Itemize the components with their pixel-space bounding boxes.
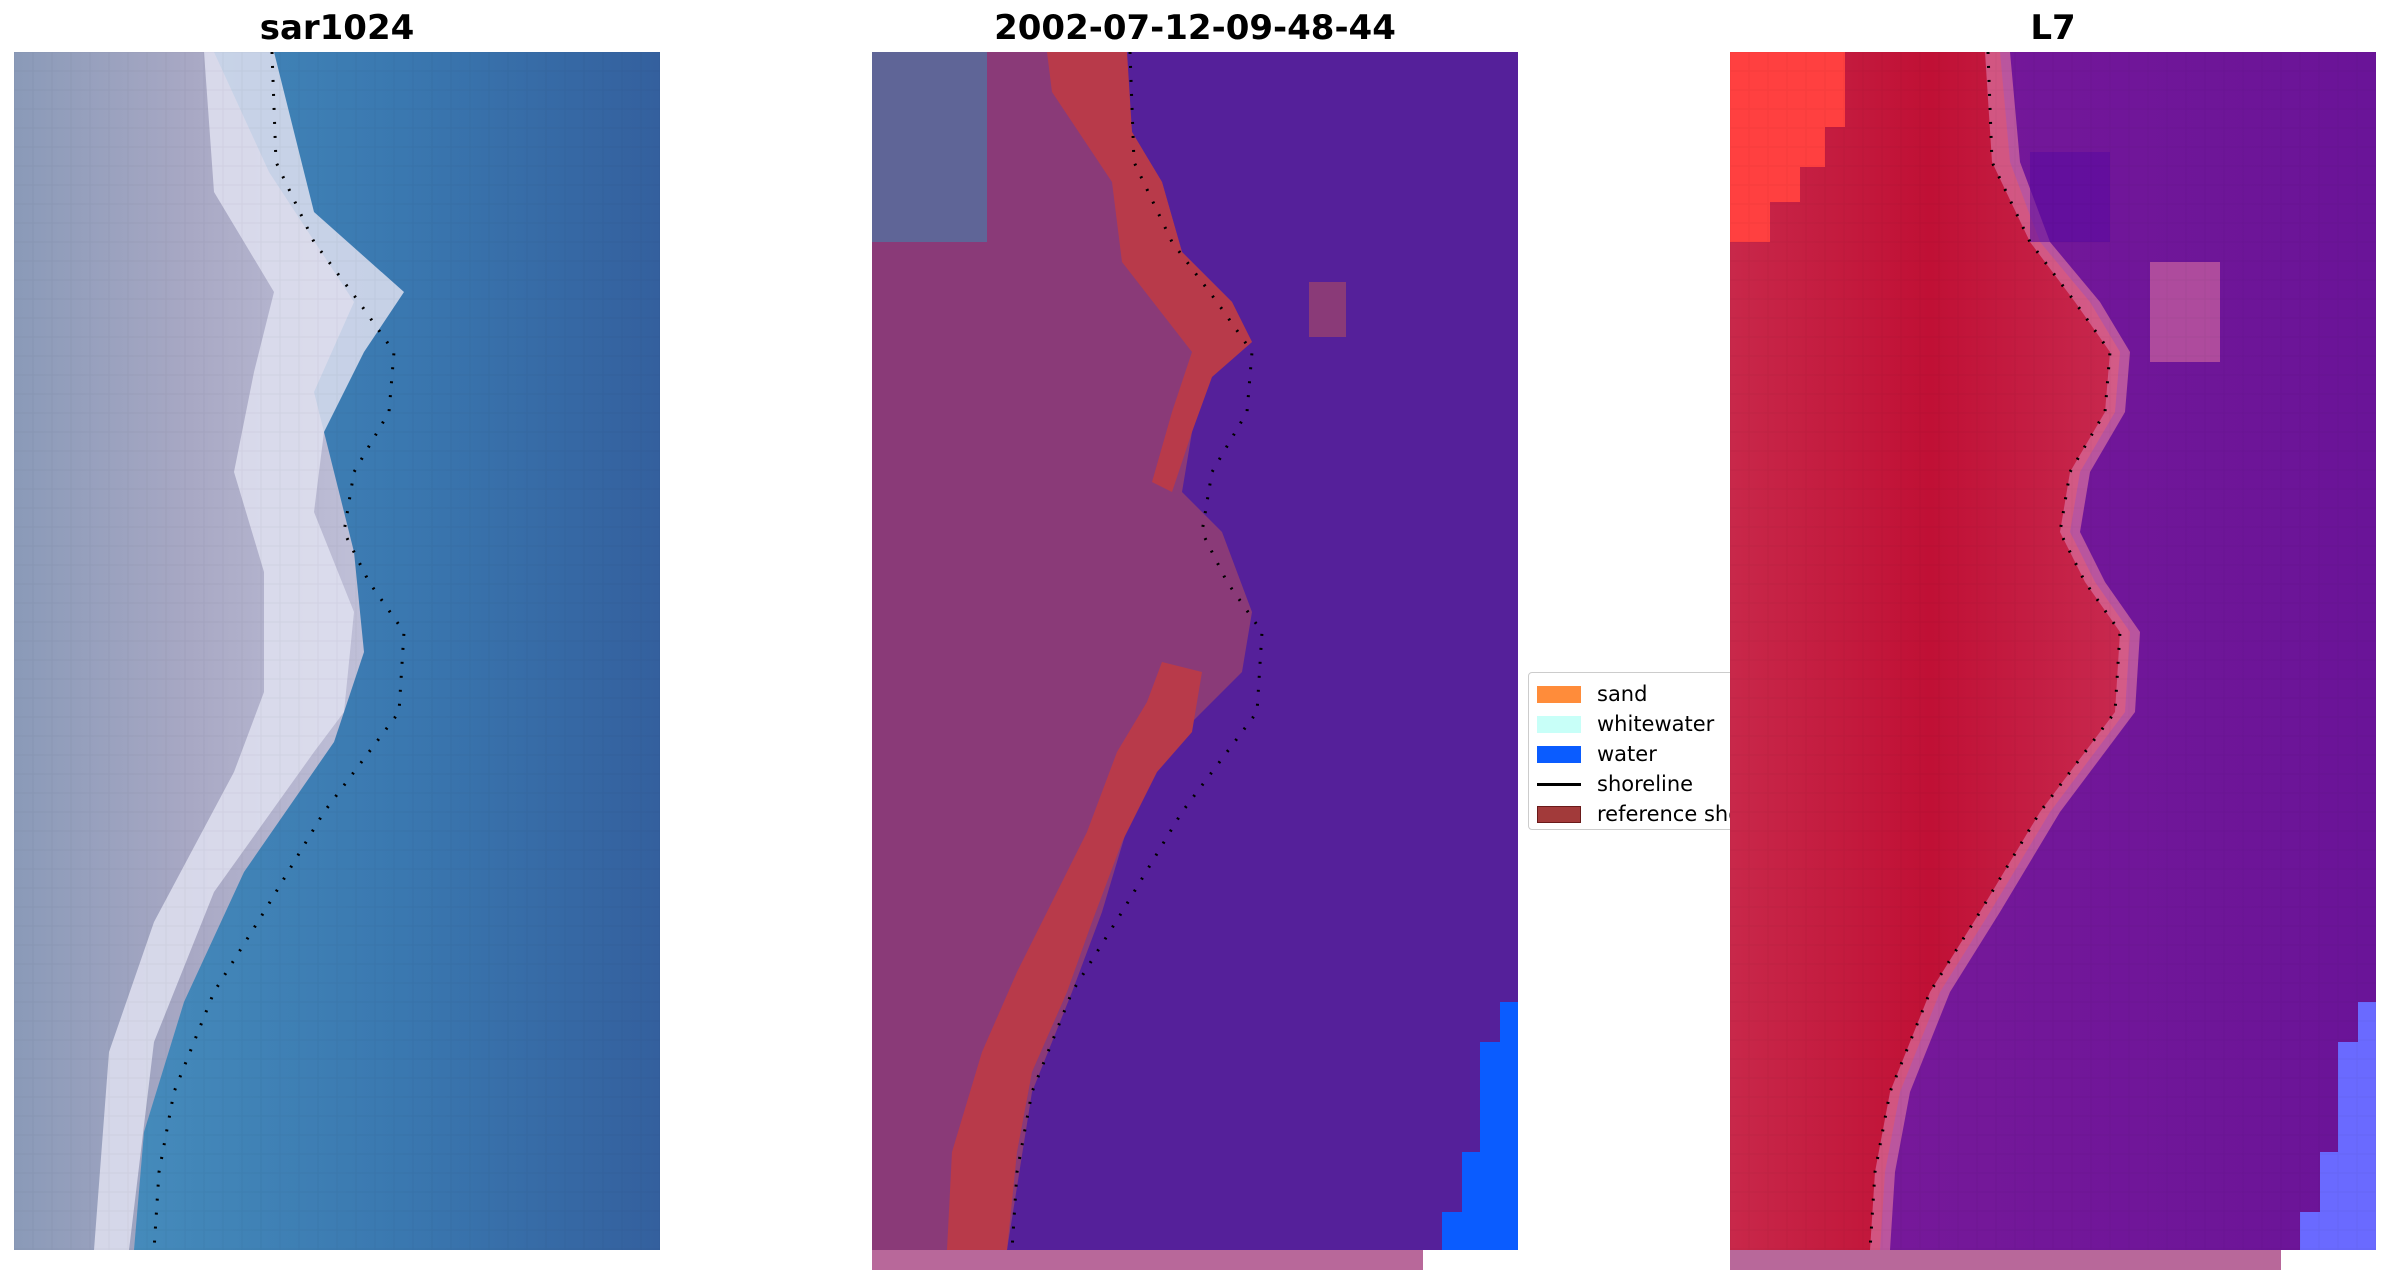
rgb-image [14,52,660,1250]
legend-swatch-whitewater [1537,715,1581,733]
legend-label-sand: sand [1597,682,1648,706]
legend-swatch-sand [1537,685,1581,703]
legend-item-water: water [1537,739,1657,769]
legend-label-water: water [1597,742,1657,766]
legend-item-shoreline: shoreline [1537,769,1693,799]
panel-title-rgb: sar1024 [259,8,415,48]
legend-swatch-reference-shoreline [1537,805,1581,823]
classified-image [872,52,1518,1270]
legend-label-reference-shoreline: reference shoreline [1597,802,1737,826]
classified-reference-lower [947,662,1202,1250]
panel-title-classified: 2002-07-12-09-48-44 [994,8,1396,48]
legend-swatch-water [1537,745,1581,763]
classified-gray-patch [872,52,987,242]
legend-item-sand: sand [1537,679,1647,709]
classified-water-class [1442,1002,1518,1250]
legend-label-whitewater: whitewater [1597,712,1715,736]
legend-label-shoreline: shoreline [1597,772,1694,796]
classified-small-patch [1309,282,1346,337]
classified-reference-upper [1047,52,1252,492]
classified-nodata-bar [872,1250,1423,1270]
panel-title-index: L7 [2030,8,2076,48]
index-nodata-bar [1730,1250,2281,1270]
legend-item-reference-shoreline: reference shoreline [1537,799,1737,829]
classified-land-area [872,52,1252,1250]
index-image [1730,52,2376,1270]
legend-line-shoreline [1537,782,1581,786]
legend: sand whitewater water shoreline referenc… [1528,672,1738,830]
legend-item-whitewater: whitewater [1537,709,1714,739]
